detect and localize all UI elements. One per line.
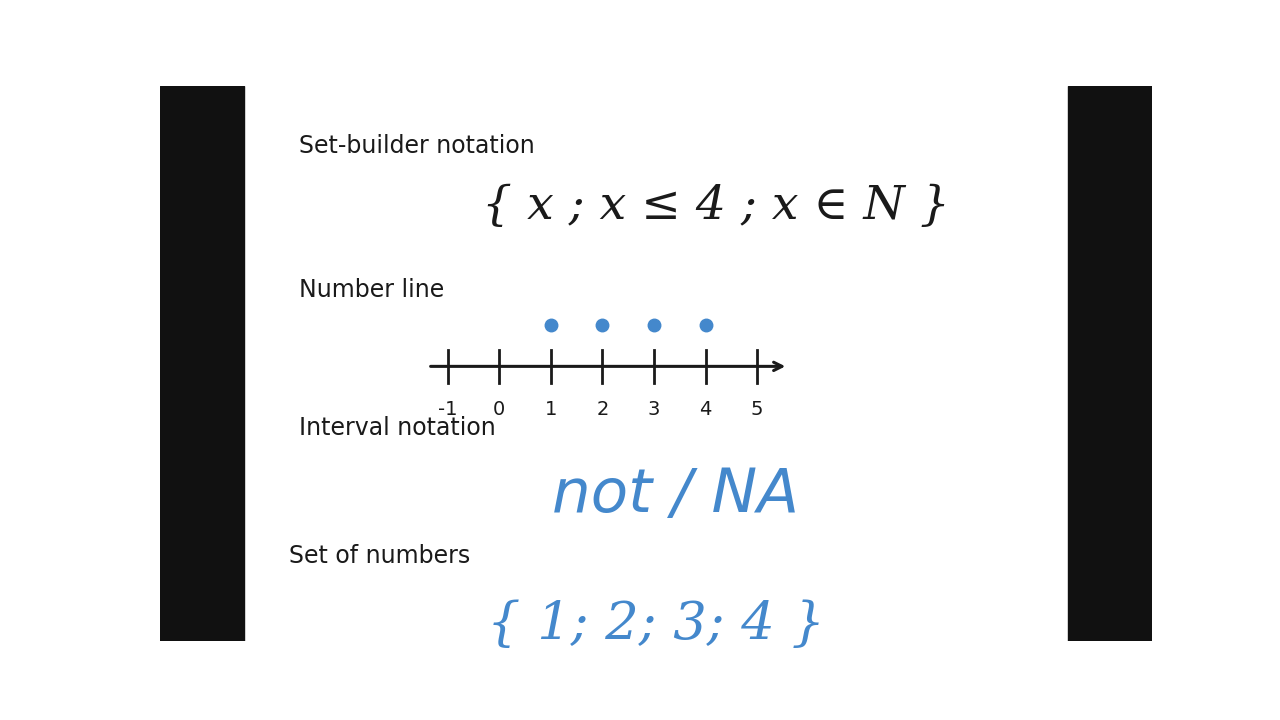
Text: 4: 4 xyxy=(699,400,712,418)
Text: Number line: Number line xyxy=(300,278,444,302)
Text: 0: 0 xyxy=(493,400,506,418)
Text: Set-builder notation: Set-builder notation xyxy=(300,133,535,158)
Text: { x ; x ≤ 4 ; x ∈ N }: { x ; x ≤ 4 ; x ∈ N } xyxy=(481,184,950,229)
Text: Set of numbers: Set of numbers xyxy=(289,544,470,568)
Bar xyxy=(1068,86,1152,641)
Text: { 1; 2; 3; 4 }: { 1; 2; 3; 4 } xyxy=(486,599,826,650)
Text: 3: 3 xyxy=(648,400,660,418)
Text: 2: 2 xyxy=(596,400,608,418)
Text: 1: 1 xyxy=(545,400,557,418)
Text: 5: 5 xyxy=(751,400,763,418)
Text: not / NA: not / NA xyxy=(552,466,800,525)
Text: -1: -1 xyxy=(438,400,457,418)
Bar xyxy=(160,86,244,641)
Text: Interval notation: Interval notation xyxy=(300,416,495,440)
